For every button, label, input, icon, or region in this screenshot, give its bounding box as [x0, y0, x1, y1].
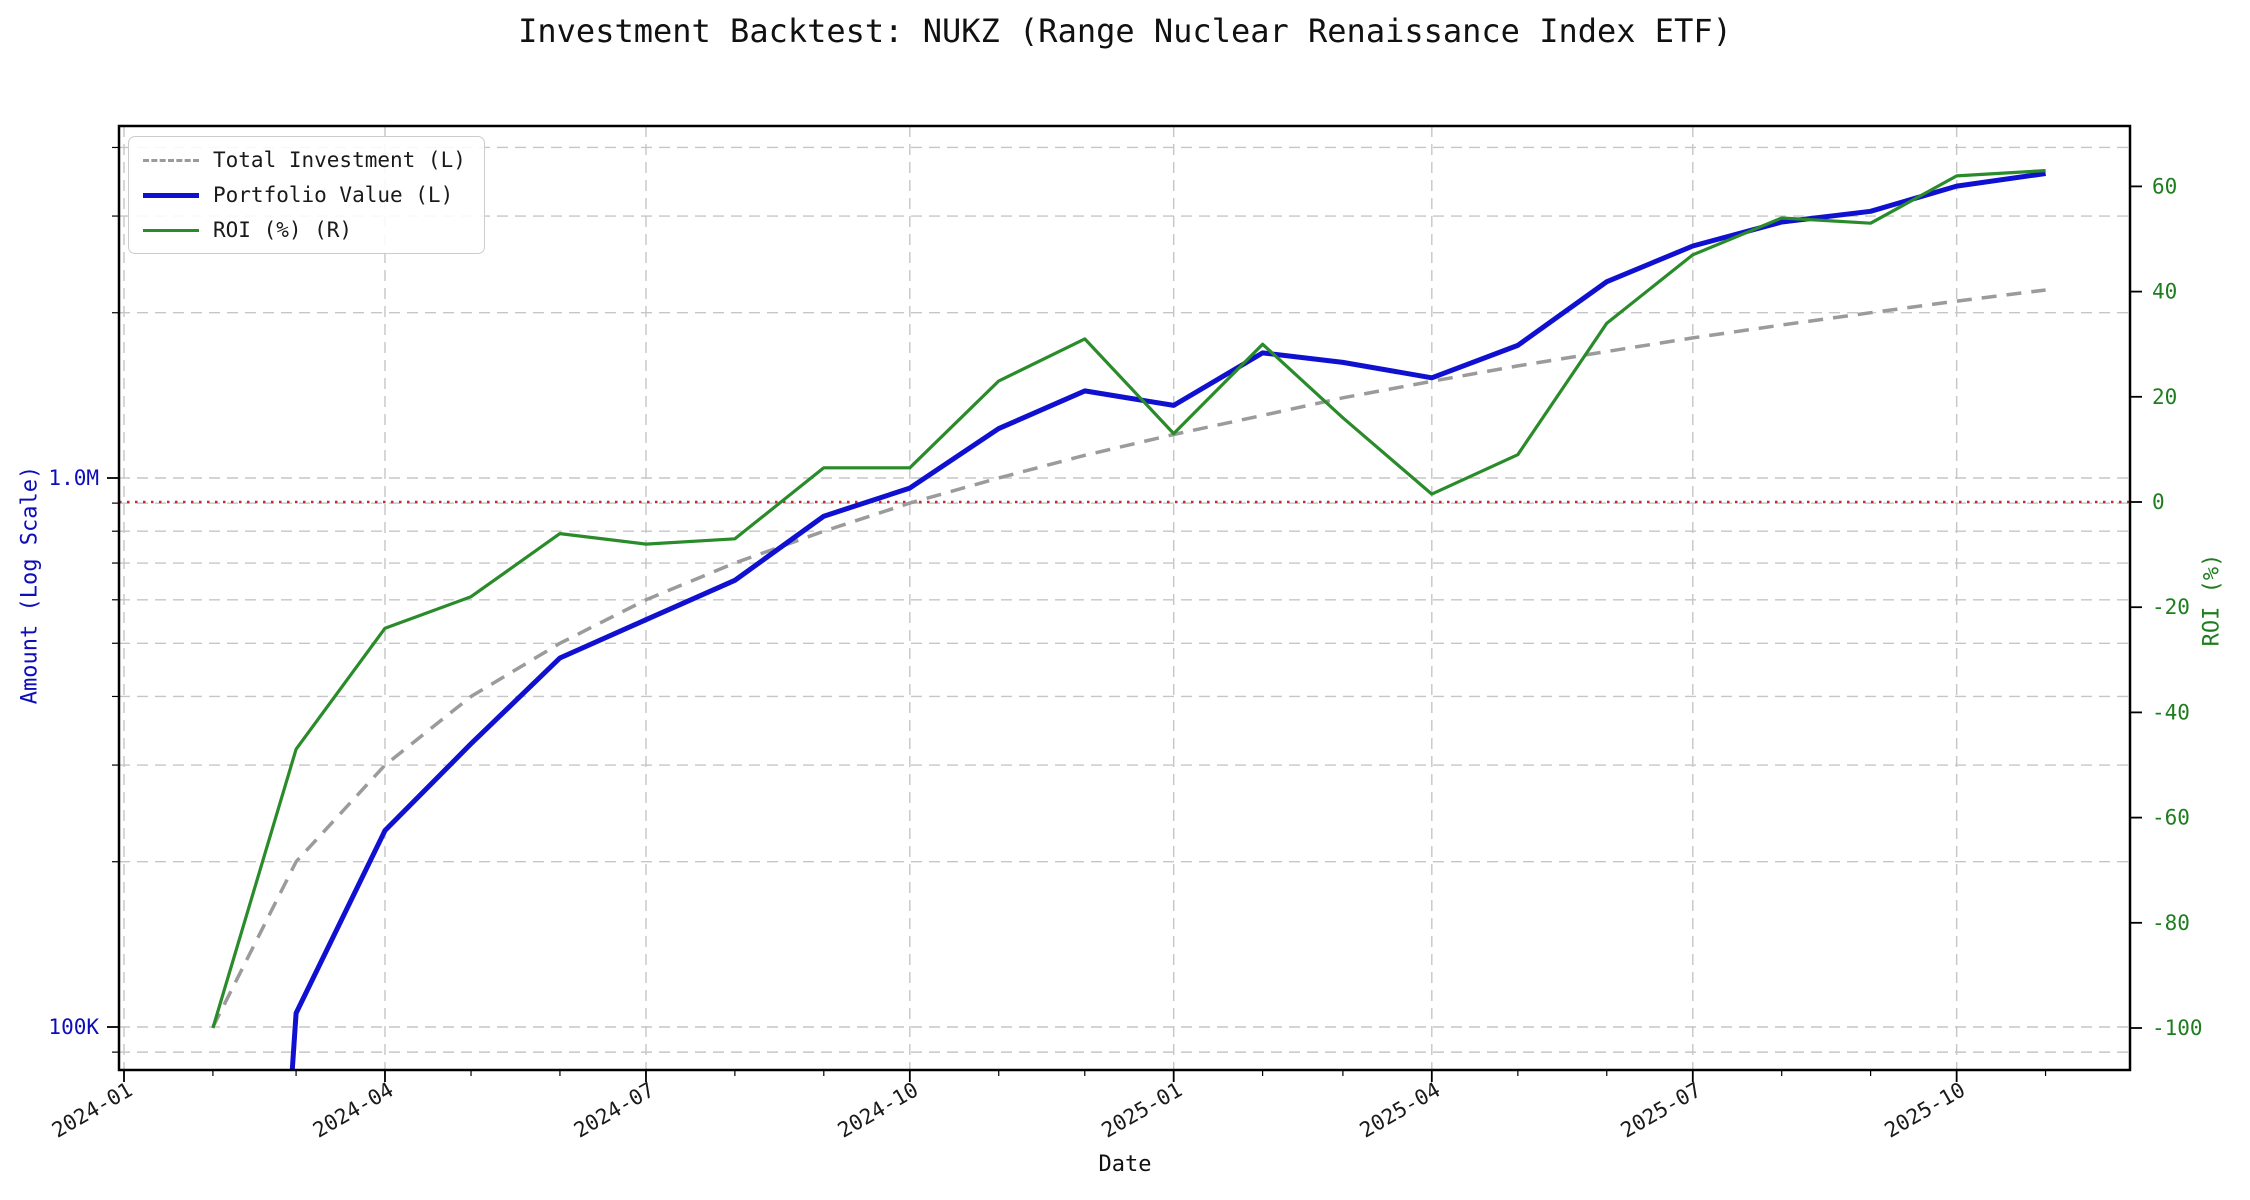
x-tick-label: 2024-04	[309, 1078, 398, 1143]
tick-label: -80	[2152, 911, 2190, 935]
y-axis-label-amount: Amount (Log Scale)	[17, 465, 43, 705]
tick-label: 0	[2152, 490, 2165, 514]
tick-label: 100K	[48, 1015, 99, 1039]
solid-line-icon	[143, 228, 199, 232]
x-tick-label: 2025-04	[1356, 1078, 1445, 1143]
portfolio-value-line	[289, 171, 2046, 1070]
legend: Total Investment (L) Portfolio Value (L)…	[128, 136, 485, 254]
tick-label: -100	[2152, 1016, 2203, 1040]
total-investment-line	[211, 288, 2046, 1028]
chart-title: Investment Backtest: NUKZ (Range Nuclear…	[518, 12, 1732, 50]
tick-label: -60	[2152, 806, 2190, 830]
tick-label: 40	[2152, 280, 2177, 304]
legend-item-portfolio-value: Portfolio Value (L)	[143, 182, 466, 208]
x-tick-label: 2024-07	[570, 1078, 659, 1143]
tick-label: 20	[2152, 385, 2177, 409]
gridlines	[119, 126, 2130, 1070]
tick-label: -20	[2152, 595, 2190, 619]
tick-label: -40	[2152, 700, 2190, 724]
tick-label: 1.0M	[48, 466, 99, 490]
legend-label: Total Investment (L)	[213, 148, 466, 172]
y-axis-label-roi: ROI (%)	[2199, 553, 2225, 647]
tick-label: 60	[2152, 174, 2177, 198]
x-tick-label: 2025-01	[1098, 1078, 1187, 1143]
dashed-line-icon	[143, 158, 199, 162]
legend-label: Portfolio Value (L)	[213, 183, 454, 207]
x-tick-label: 2025-07	[1617, 1078, 1706, 1143]
legend-label: ROI (%) (R)	[213, 218, 353, 242]
x-axis-label-date: Date	[1098, 1152, 1152, 1177]
roi-line	[211, 169, 2046, 1029]
legend-item-roi: ROI (%) (R)	[143, 217, 466, 243]
x-tick-label: 2024-01	[48, 1078, 137, 1143]
tick-marks	[107, 146, 2142, 1082]
legend-item-total-investment: Total Investment (L)	[143, 147, 466, 173]
solid-line-icon	[143, 192, 199, 198]
x-tick-label: 2025-10	[1880, 1078, 1969, 1143]
x-tick-label: 2024-10	[834, 1078, 923, 1143]
plot-border	[117, 124, 2132, 1072]
